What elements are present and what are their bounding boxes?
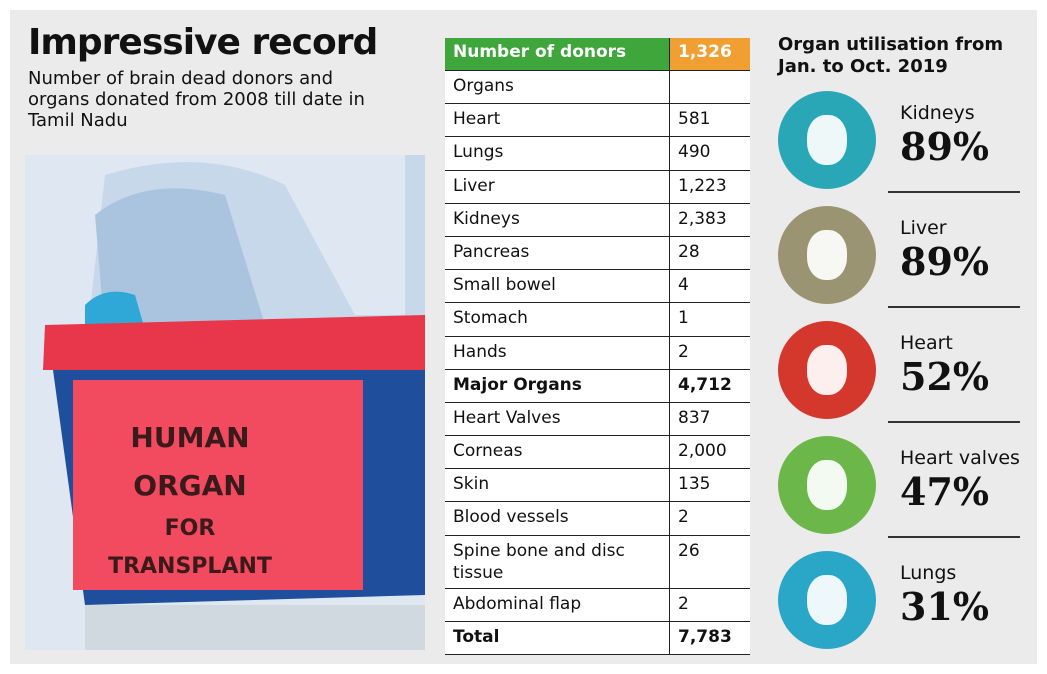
separator xyxy=(888,536,1020,538)
organ-label: Lungs xyxy=(900,562,957,584)
box-label: HUMAN xyxy=(130,421,249,454)
table-row: Small bowel 4 xyxy=(445,270,750,304)
table-row: Hands 2 xyxy=(445,336,750,370)
cell: 2 xyxy=(678,593,689,614)
organ-percent: 89% xyxy=(900,124,989,169)
cell: 2 xyxy=(678,341,689,362)
cell: 2,383 xyxy=(678,208,727,229)
table-row: Spine bone and disc tissue 26 xyxy=(445,535,750,589)
cell: Abdominal flap xyxy=(445,588,670,621)
organ-label: Heart valves xyxy=(900,447,1020,469)
table-row: Major Organs 4,712 xyxy=(445,369,750,403)
cell: 26 xyxy=(678,540,700,561)
cell: 135 xyxy=(678,474,711,495)
utilisation-title: Organ utilisation from Jan. to Oct. 2019 xyxy=(778,34,1004,77)
box-label: TRANSPLANT xyxy=(108,554,272,579)
organ-percent: 47% xyxy=(900,469,989,514)
table-row: Abdominal flap 2 xyxy=(445,588,750,622)
cell: Corneas xyxy=(445,436,670,469)
table-row: Heart Valves 837 xyxy=(445,402,750,437)
cell: 1,223 xyxy=(678,175,727,196)
organ-label: Heart xyxy=(900,332,953,354)
separator xyxy=(888,191,1020,193)
separator xyxy=(888,306,1020,308)
table-row: Pancreas 28 xyxy=(445,236,750,271)
cell: Skin xyxy=(445,469,670,502)
cell: Heart xyxy=(445,104,670,137)
cell: Stomach xyxy=(445,303,670,336)
cell: 4 xyxy=(678,275,689,296)
icon xyxy=(807,460,847,510)
organ-percent: 89% xyxy=(900,239,989,284)
box-label: ORGAN xyxy=(133,469,246,502)
cell: Hands xyxy=(445,336,670,369)
table-row: Kidneys 2,383 xyxy=(445,203,750,237)
table-row: Total 7,783 xyxy=(445,621,750,655)
cell: 1 xyxy=(678,308,689,329)
organ-percent: 52% xyxy=(900,354,989,399)
table-row: Heart 581 xyxy=(445,104,750,138)
organ-label: Kidneys xyxy=(900,102,975,124)
cell: Blood vessels xyxy=(445,502,670,535)
organ-label: Liver xyxy=(900,217,947,239)
table-header: Number of donors 1,326 xyxy=(445,38,750,71)
title: Impressive record xyxy=(28,22,378,63)
table-row: Lungs 490 xyxy=(445,137,750,171)
header-cell: Number of donors xyxy=(445,38,670,70)
cell: Pancreas xyxy=(445,236,670,270)
icon xyxy=(807,230,847,280)
cell: Small bowel xyxy=(445,270,670,303)
box-label: FOR xyxy=(165,516,216,541)
separator xyxy=(888,421,1020,423)
table-row: Organs xyxy=(445,71,750,105)
subtitle: Number of brain dead donors and organs d… xyxy=(28,68,365,131)
photo: HUMAN ORGAN FOR TRANSPLANT xyxy=(25,155,425,650)
cell: Heart Valves xyxy=(445,402,670,436)
cell: 7,783 xyxy=(678,626,732,647)
table-row: Stomach 1 xyxy=(445,303,750,337)
cell: Spine bone and disc tissue xyxy=(445,535,670,588)
cell: Major Organs xyxy=(445,369,670,402)
table-row: Skin 135 xyxy=(445,469,750,503)
table-row: Blood vessels 2 xyxy=(445,502,750,536)
icon xyxy=(807,575,847,625)
cell: 581 xyxy=(678,109,711,130)
infographic: Impressive record Number of brain dead d… xyxy=(10,10,1037,664)
cell: 2 xyxy=(678,507,689,528)
table-row: Liver 1,223 xyxy=(445,170,750,204)
cell: Kidneys xyxy=(445,203,670,236)
cell: Lungs xyxy=(445,137,670,170)
cell: 837 xyxy=(678,407,711,428)
cell: 4,712 xyxy=(678,374,732,395)
icon xyxy=(807,115,847,165)
utilisation: Kidneys 89% Liver 89% Heart 52% Heart valves 47… xyxy=(10,10,1037,664)
cell: Organs xyxy=(445,71,670,104)
table-row: Corneas 2,000 xyxy=(445,436,750,470)
cell: 28 xyxy=(678,241,700,262)
cell: 490 xyxy=(678,142,711,163)
cell: Total xyxy=(445,621,670,654)
cell: 2,000 xyxy=(678,441,727,462)
icon xyxy=(807,345,847,395)
header-cell: 1,326 xyxy=(670,38,750,70)
donor-table: Number of donors 1,326 Organs Heart 581 Lungs… xyxy=(445,38,750,655)
organ-percent: 31% xyxy=(900,584,989,629)
cell: Liver xyxy=(445,170,670,203)
